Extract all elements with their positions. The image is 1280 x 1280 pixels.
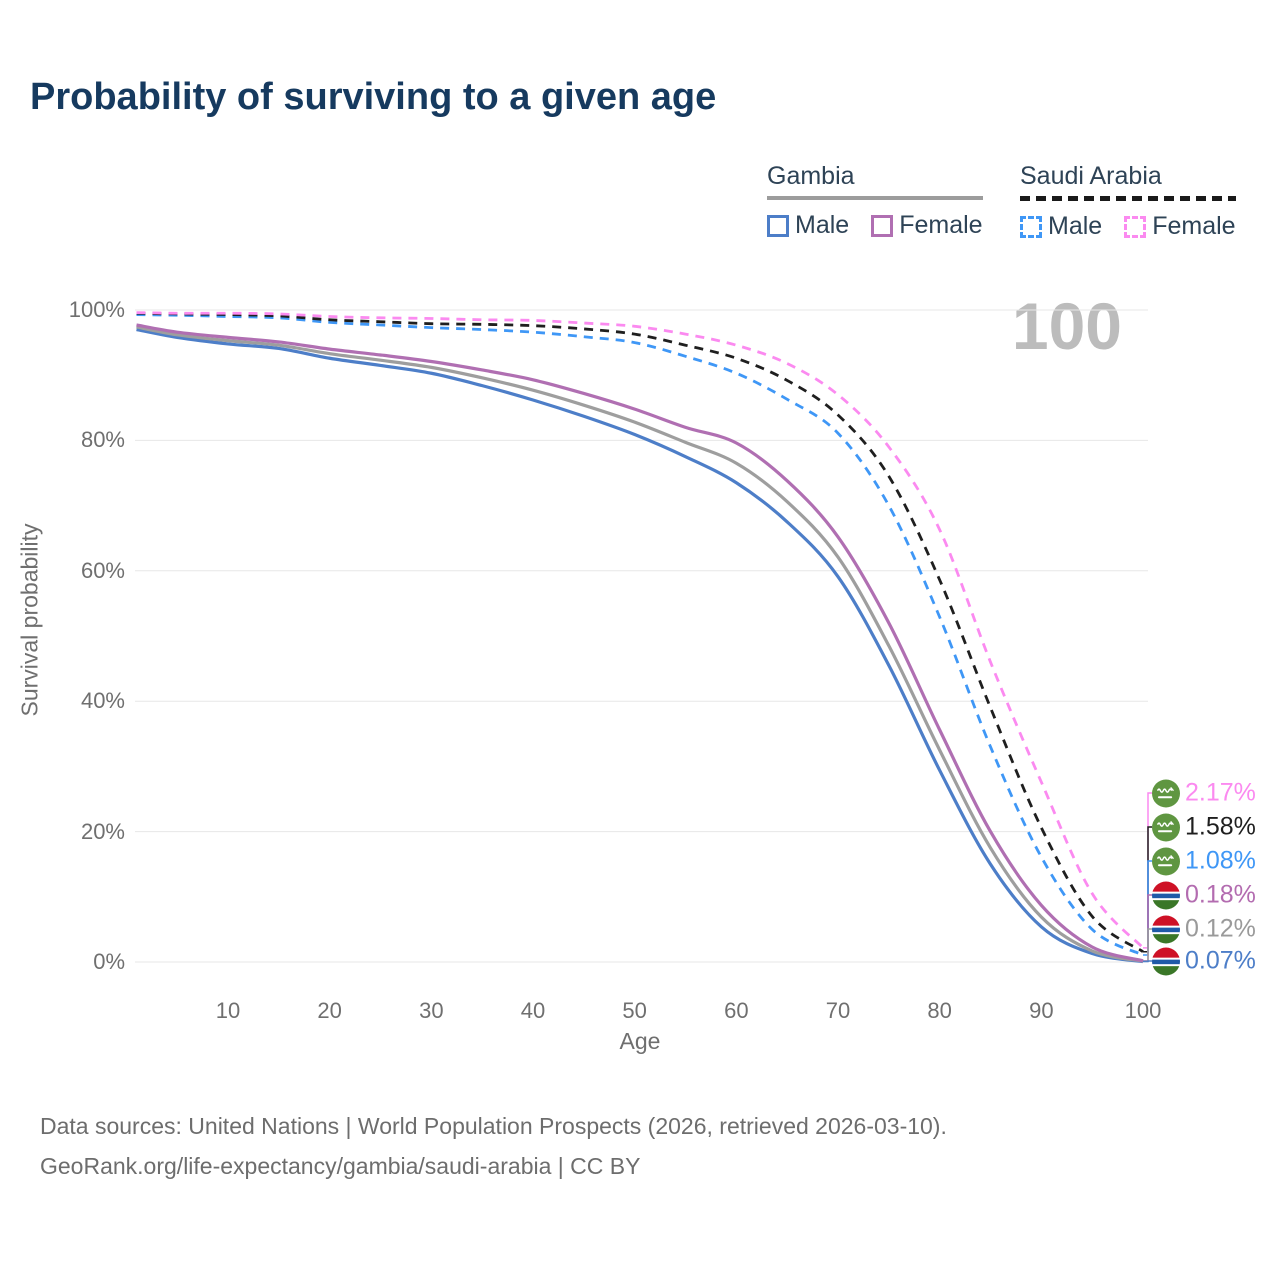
saudi-line-sample: [1020, 196, 1236, 201]
legend-gambia-title[interactable]: Gambia: [767, 162, 855, 190]
gambia-female-swatch-icon: [871, 214, 894, 237]
end-label-gambia-both-sexes[interactable]: 0.12%: [1152, 915, 1256, 944]
legend-item-saudi-male[interactable]: Male: [1020, 212, 1102, 241]
end-label-gambia-male[interactable]: 0.07%: [1152, 947, 1256, 976]
x-axis-title: Age: [619, 1028, 661, 1054]
legend-item-gambia-female[interactable]: Female: [871, 211, 983, 240]
end-label-value: 0.07%: [1185, 946, 1256, 975]
end-label-value: 1.08%: [1185, 846, 1256, 875]
end-label-leader: [1143, 960, 1152, 963]
y-tick-label: 20%: [80, 818, 125, 844]
gambia-line-sample: [767, 196, 983, 200]
saudi-arabia-flag-icon: [1152, 847, 1180, 875]
y-tick-label: 0%: [93, 949, 125, 974]
attribution-line[interactable]: GeoRank.org/life-expectancy/gambia/saudi…: [40, 1153, 641, 1179]
series-line-gambia-male: [136, 327, 1144, 964]
page-title: Probability of surviving to a given age: [30, 76, 717, 118]
gambia-flag-icon: [1152, 881, 1180, 909]
saudi-arabia-flag-icon: [1152, 779, 1180, 807]
x-tick-label: 30: [419, 998, 444, 1023]
series-line-saudi-arabia-both-sexes: [136, 311, 1144, 953]
series-line-gambia-both-sexes: [136, 325, 1144, 963]
end-label-saudi-arabia-male[interactable]: 1.08%: [1152, 847, 1256, 876]
age-cursor-watermark: 100: [1011, 289, 1122, 363]
end-label-gambia-female[interactable]: 0.18%: [1152, 881, 1256, 910]
legend-label: Female: [899, 211, 983, 239]
legend-item-saudi-female[interactable]: Female: [1124, 212, 1236, 241]
x-tick-label: 100: [1124, 998, 1162, 1023]
series-line-gambia-female: [136, 323, 1144, 963]
y-tick-label: 80%: [80, 427, 125, 453]
x-tick-label: 70: [825, 998, 851, 1023]
saudi-male-swatch-icon: [1020, 215, 1042, 238]
x-tick-label: 90: [1029, 998, 1054, 1023]
end-label-value: 1.58%: [1185, 812, 1256, 841]
legend-label: Male: [1048, 212, 1103, 240]
x-tick-label: 80: [927, 998, 952, 1023]
x-tick-label: 50: [622, 998, 647, 1023]
saudi-arabia-flag-icon: [1152, 813, 1180, 841]
end-label-value: 2.17%: [1185, 778, 1256, 807]
legend-label: Male: [795, 211, 850, 239]
footer: Data sources: United Nations | World Pop…: [40, 1106, 947, 1186]
gambia-flag-icon: [1152, 915, 1180, 943]
end-label-value: 0.18%: [1185, 880, 1256, 909]
y-tick-label: 40%: [80, 688, 125, 714]
end-label-leader: [1143, 928, 1152, 962]
legend-group-saudi-arabia: Saudi Arabia Male Female: [1020, 162, 1236, 241]
end-label-saudi-arabia-female[interactable]: 2.17%: [1152, 779, 1256, 808]
y-tick-label: 60%: [80, 557, 125, 583]
x-tick-label: 20: [317, 998, 342, 1023]
legend-label: Female: [1152, 212, 1236, 240]
legend-saudi-title[interactable]: Saudi Arabia: [1020, 162, 1162, 190]
x-tick-label: 40: [520, 998, 546, 1023]
x-tick-label: 60: [724, 998, 749, 1023]
end-label-value: 0.12%: [1185, 914, 1256, 943]
gambia-flag-icon: [1152, 947, 1180, 975]
saudi-female-swatch-icon: [1124, 215, 1147, 238]
end-label-saudi-arabia-both-sexes[interactable]: 1.58%: [1152, 813, 1256, 842]
gambia-male-swatch-icon: [767, 214, 789, 237]
legend-item-gambia-male[interactable]: Male: [767, 211, 849, 240]
data-source-line: Data sources: United Nations | World Pop…: [40, 1113, 947, 1139]
x-tick-label: 10: [215, 998, 241, 1023]
legend-group-gambia: Gambia Male Female: [767, 162, 983, 240]
series-line-saudi-arabia-male: [136, 313, 1144, 957]
y-tick-label: 100%: [68, 297, 125, 322]
y-axis-title: Survival probability: [16, 523, 43, 717]
